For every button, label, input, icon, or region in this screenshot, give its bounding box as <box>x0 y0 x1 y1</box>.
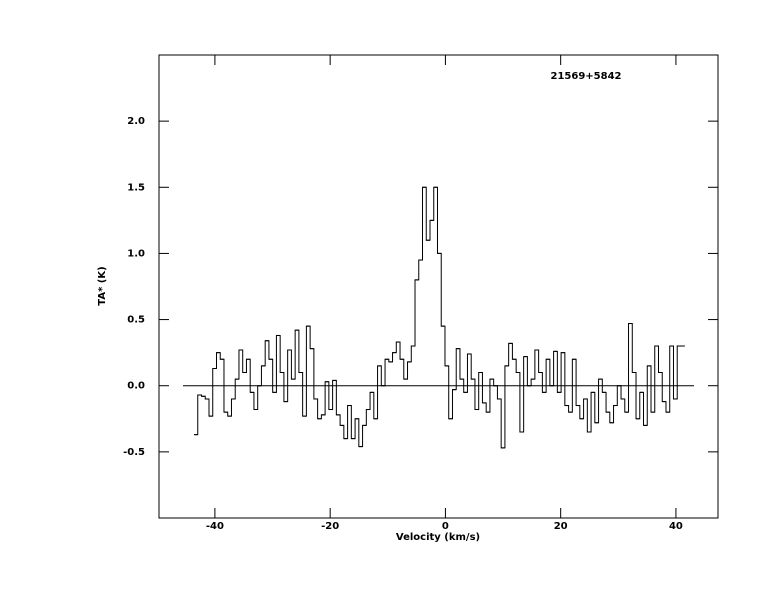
x-axis-label: Velocity (km/s) <box>396 532 480 543</box>
y-tick-label: -0.5 <box>123 447 145 458</box>
y-tick-label: 2.0 <box>127 116 145 127</box>
x-tick-label: 20 <box>554 521 568 532</box>
x-tick-label: 0 <box>442 521 449 532</box>
y-axis-label: TA* (K) <box>97 266 108 305</box>
plot-frame <box>158 54 719 519</box>
x-tick-label: -40 <box>206 521 224 532</box>
y-tick-label: 0.5 <box>127 315 145 326</box>
y-tick-label: 0.0 <box>127 381 145 392</box>
x-tick-label: -20 <box>321 521 339 532</box>
chart-title: 21569+5842 <box>550 71 621 82</box>
y-tick-label: 1.0 <box>127 248 145 259</box>
x-tick-label: 40 <box>669 521 683 532</box>
step-outline <box>194 186 685 449</box>
y-tick-label: 1.5 <box>127 182 145 193</box>
